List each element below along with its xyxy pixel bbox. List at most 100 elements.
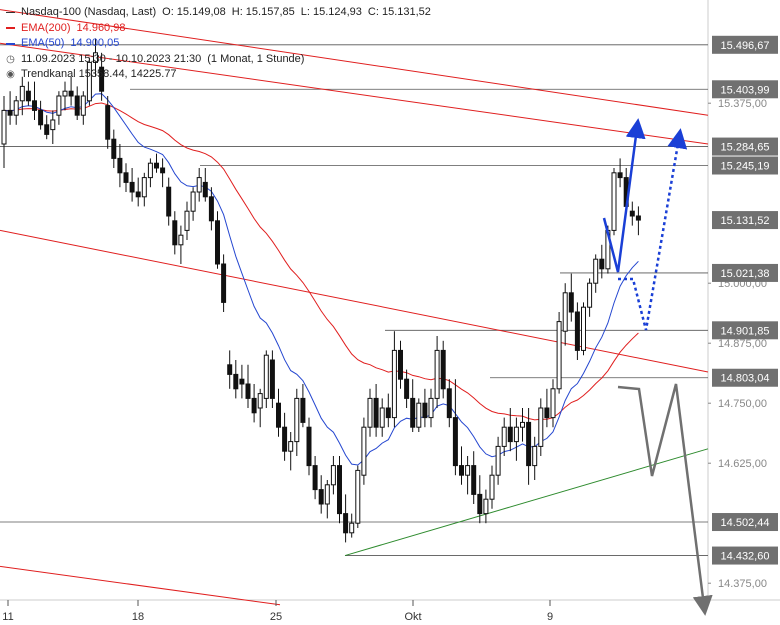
candle-body: [7, 109, 13, 116]
candle-body: [117, 157, 123, 174]
candle-body: [428, 397, 434, 419]
level-label: 15.021,38: [721, 268, 770, 280]
level-label-box: [712, 137, 778, 156]
candle-body: [221, 263, 227, 303]
projection-up-solid: [602, 118, 646, 273]
y-tick-label: 14.750,00: [718, 398, 767, 410]
candle-body: [349, 522, 355, 534]
candle-body: [483, 498, 489, 515]
trendkanal-label: Trendkanal 15358.44, 14225.77: [21, 68, 177, 80]
legend-trendkanal-row: ◉ Trendkanal 15358.44, 14225.77: [6, 67, 431, 83]
candle-body: [544, 407, 550, 419]
candle-body: [263, 354, 269, 399]
candle-body: [50, 119, 56, 131]
candle-body: [434, 349, 440, 399]
ema200-swatch: [6, 27, 15, 30]
candle-body: [93, 52, 98, 63]
candle-body: [99, 66, 105, 92]
candle-body: [86, 61, 92, 102]
level-label: 14.901,85: [721, 325, 770, 337]
candle-body: [520, 421, 525, 428]
candle-body: [501, 426, 507, 447]
candle-body: [452, 417, 458, 467]
level-label: 15.403,99: [721, 84, 770, 96]
candle-body: [300, 397, 306, 423]
candle-body: [355, 469, 361, 524]
candle-body: [489, 474, 495, 500]
instrument-name: Nasdaq-100 (Nasdaq, Last): [21, 6, 157, 18]
level-label: 15.496,67: [721, 40, 770, 52]
candle-body: [556, 321, 562, 390]
candle-body: [288, 441, 294, 452]
candle-body: [422, 402, 428, 419]
x-tick-label: 11: [2, 611, 13, 623]
candle-body: [440, 349, 446, 390]
ema200-value: 14.960,98: [76, 21, 126, 34]
candle-body: [391, 349, 397, 419]
candle-body: [532, 445, 538, 467]
candle-body: [160, 167, 166, 174]
candle-body: [68, 90, 74, 97]
candle-body: [282, 426, 288, 452]
candle-body: [526, 421, 532, 467]
candle-body: [416, 402, 422, 428]
period-interval: (1 Monat, 1 Stunde): [207, 52, 305, 65]
x-tick-label: 9: [547, 611, 553, 623]
candle-body: [568, 292, 574, 313]
candle-body: [56, 95, 62, 116]
high-value: H: 15.157,85: [231, 6, 295, 18]
candle-body: [172, 220, 178, 246]
candle-body: [245, 383, 251, 399]
candle-body: [141, 177, 147, 198]
candle-body: [111, 138, 117, 159]
level-label-box: [712, 321, 778, 340]
candle-body: [105, 105, 111, 140]
candle-body: [495, 445, 501, 476]
candle-body: [13, 100, 19, 116]
y-tick-label: 15.375,00: [718, 98, 767, 110]
channel-upper-line: [0, 9, 709, 116]
x-tick-label: Okt: [404, 611, 421, 623]
candle-body: [208, 196, 214, 222]
candle-body: [233, 373, 239, 390]
level-label-box: [712, 35, 778, 54]
candle-body: [459, 465, 464, 476]
level-label-box: [712, 513, 778, 532]
candle-body: [32, 100, 37, 111]
candle-body: [251, 397, 257, 414]
candle-body: [477, 493, 483, 515]
legend-ema50-row: EMA(50) 14.900,05: [6, 36, 431, 52]
candle-body: [562, 292, 568, 332]
candle-body: [196, 177, 202, 193]
legend-instrument-row: Nasdaq-100 (Nasdaq, Last) O: 15.149,08 H…: [6, 5, 431, 21]
candle-body: [398, 349, 403, 380]
candle-body: [306, 426, 312, 467]
candle-body: [337, 465, 342, 515]
candle-body: [385, 407, 391, 419]
chart-icon: [6, 12, 15, 14]
candle-body: [550, 388, 556, 419]
projection-down: [617, 383, 713, 616]
ema50-swatch: [6, 42, 15, 45]
candle-body: [538, 407, 544, 447]
projection-up-dotted: [618, 128, 688, 331]
candle-body: [80, 95, 86, 116]
candle-body: [507, 426, 513, 443]
level-label-box: [712, 546, 778, 565]
candle-body: [19, 85, 25, 102]
candle-body: [343, 513, 349, 534]
level-label-box: [712, 156, 778, 175]
clock-icon: ◷: [6, 53, 15, 65]
candle-body: [178, 234, 184, 246]
candle-body: [147, 162, 153, 179]
candle-body: [471, 465, 477, 495]
channel-lower-line: [0, 229, 709, 373]
uptrend-line: [344, 448, 709, 557]
x-tick-label: 25: [270, 611, 282, 623]
candle-body: [581, 306, 586, 351]
channel-upper-line-2: [0, 42, 709, 145]
candle-body: [635, 215, 641, 221]
candle-body: [593, 258, 599, 284]
candle-body: [465, 465, 471, 476]
